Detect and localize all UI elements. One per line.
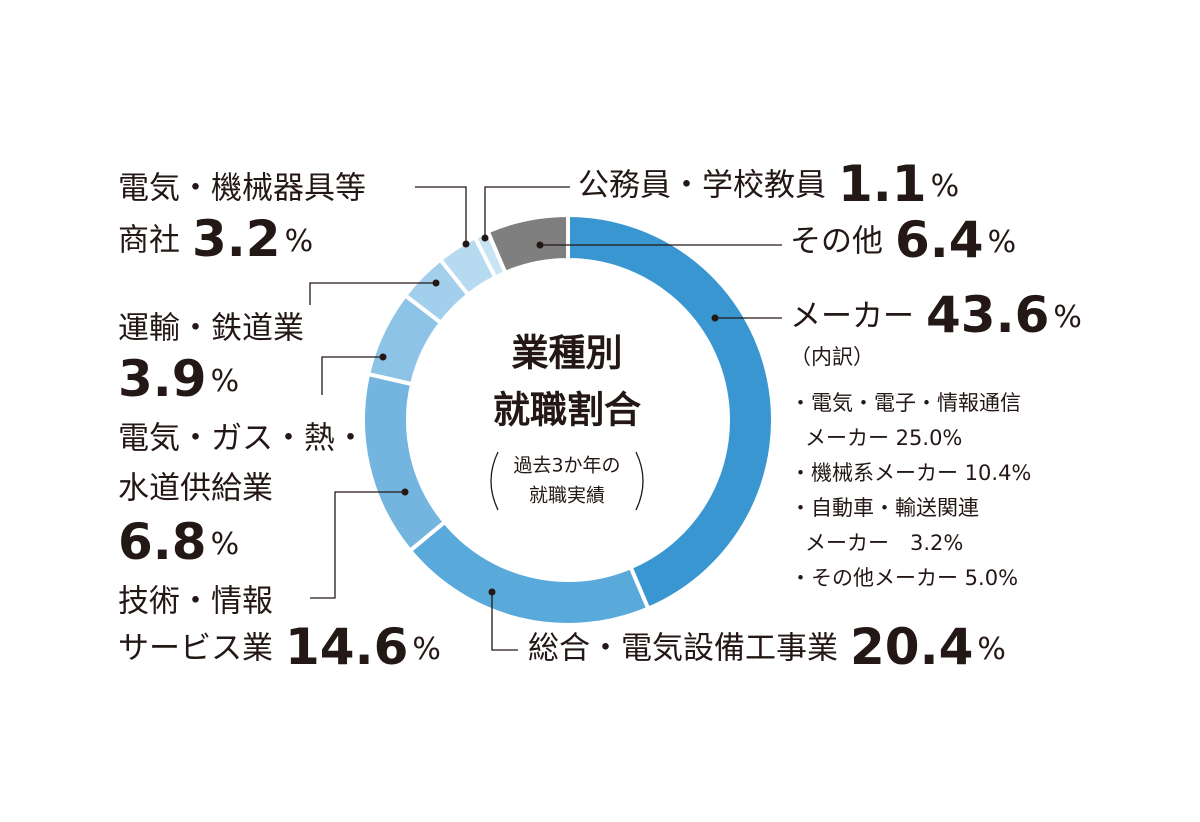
chart-subtitle: 就職実績: [529, 485, 605, 507]
category-label: その他: [790, 224, 883, 260]
leader-dot: [536, 241, 544, 249]
chart-title: 業種別: [512, 332, 623, 375]
chart-subtitle: 過去3か年の: [513, 455, 620, 477]
annotation-item: ・自動車・輸送関連: [790, 496, 979, 520]
category-label: 水道供給業: [118, 471, 273, 507]
value-label: 3.9%: [118, 350, 239, 408]
leader-line: [310, 491, 405, 599]
bracket: [490, 451, 499, 511]
leader-line: [321, 356, 383, 395]
category-label: 運輸・鉄道業: [118, 311, 304, 347]
value-label: 6.8%: [118, 513, 239, 571]
leader-line: [484, 186, 570, 238]
leader-dot: [481, 234, 489, 242]
leader-line: [309, 282, 436, 305]
annotation-item: メーカー 3.2%: [805, 531, 963, 555]
value-label: 20.4%: [850, 618, 1006, 676]
category-label: メーカー: [790, 299, 914, 335]
annotation-item: メーカー 25.0%: [805, 426, 962, 450]
value-label: 1.1%: [838, 155, 959, 213]
annotation-item: ・その他メーカー 5.0%: [790, 566, 1018, 590]
category-label: 電気・ガス・熱・: [118, 421, 366, 457]
annotation-heading: （内訳）: [790, 345, 874, 369]
category-label: サービス業: [118, 631, 273, 667]
chart-title: 就職割合: [493, 389, 641, 432]
leader-dot: [432, 279, 440, 287]
value-label: 3.2%: [192, 210, 313, 268]
leader-dot: [379, 353, 387, 361]
donut-segment: [566, 212, 775, 612]
leader-dot: [462, 240, 470, 248]
value-label: 6.4%: [895, 211, 1016, 269]
value-label: 43.6%: [926, 286, 1082, 344]
leader-dot: [401, 488, 409, 496]
leader-line: [415, 186, 467, 244]
annotation-item: ・電気・電子・情報通信: [790, 391, 1021, 415]
leader-dot: [711, 314, 719, 322]
category-label: 総合・電気設備工事業: [528, 631, 838, 667]
donut-segment: [485, 212, 570, 276]
leader-dot: [488, 588, 496, 596]
annotation-item: ・機械系メーカー 10.4%: [790, 461, 1031, 485]
category-label: 商社: [118, 223, 180, 259]
category-label: 電気・機械器具等: [118, 171, 366, 207]
bracket: [635, 451, 644, 511]
value-label: 14.6%: [285, 618, 441, 676]
category-label: 技術・情報: [118, 584, 273, 620]
category-label: 公務員・学校教員: [578, 168, 826, 204]
leader-line: [491, 592, 518, 651]
